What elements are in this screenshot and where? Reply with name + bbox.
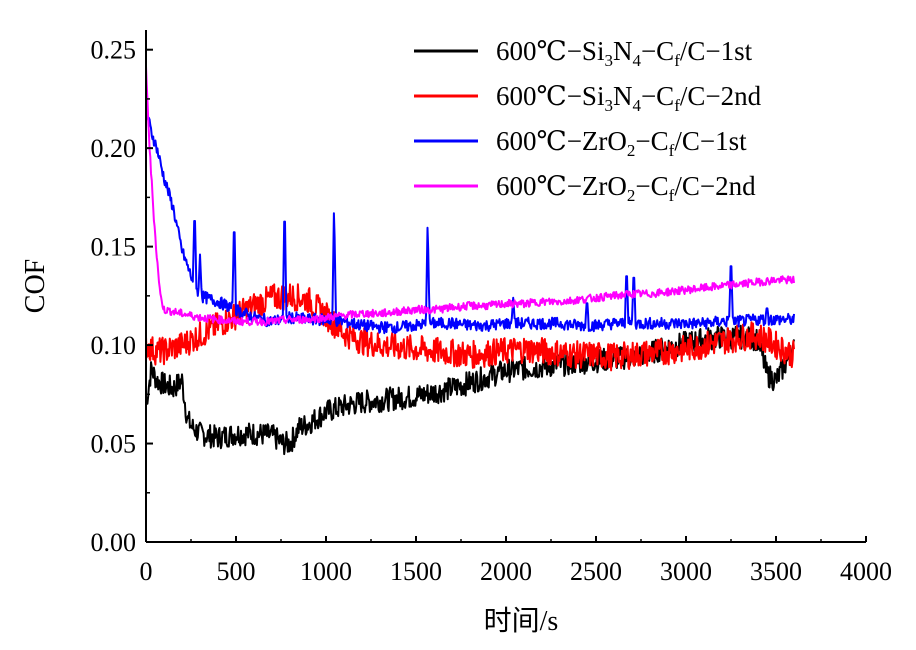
y-tick-label: 0.20: [91, 134, 137, 163]
x-tick-label: 1000: [300, 557, 352, 586]
legend-label: 600℃−Si3N4−Cf/C−1st: [496, 36, 753, 70]
legend-label: 600℃−Si3N4−Cf/C−2nd: [496, 81, 762, 115]
series-line-3: [145, 106, 795, 335]
x-axis-title: 时间/s: [484, 605, 559, 637]
x-tick-label: 4000: [840, 557, 892, 586]
y-tick-labels: 0.00 0.05 0.10 0.15 0.20 0.25: [91, 36, 137, 557]
y-tick-label: 0.05: [91, 430, 137, 459]
x-tick-labels: 0 500 1000 1500 2000 2500 3000 3500 4000: [140, 557, 893, 586]
x-tick-label: 0: [140, 557, 153, 586]
series-line-4: [145, 66, 795, 327]
legend-label: 600℃−ZrO2−Cf/C−1st: [496, 126, 747, 160]
y-tick-label: 0.00: [91, 528, 137, 557]
x-tick-label: 3000: [660, 557, 712, 586]
y-axis-title: COF: [20, 259, 51, 313]
x-tick-label: 3500: [750, 557, 802, 586]
x-tick-label: 1500: [390, 557, 442, 586]
y-tick-label: 0.15: [91, 233, 137, 262]
series-line-2: [145, 283, 795, 372]
legend-item-1: 600℃−Si3N4−Cf/C−1st: [414, 36, 753, 70]
legend-item-3: 600℃−ZrO2−Cf/C−1st: [414, 126, 747, 160]
legend-item-4: 600℃−ZrO2−Cf/C−2nd: [414, 171, 756, 205]
legend-label: 600℃−ZrO2−Cf/C−2nd: [496, 171, 756, 205]
series-layer: [145, 66, 795, 456]
x-tick-label: 2500: [570, 557, 622, 586]
x-tick-label: 500: [217, 557, 256, 586]
series-line-1: [145, 324, 795, 456]
x-tick-label: 2000: [480, 557, 532, 586]
legend: 600℃−Si3N4−Cf/C−1st 600℃−Si3N4−Cf/C−2nd 60…: [414, 36, 762, 205]
y-tick-label: 0.25: [91, 36, 137, 65]
legend-item-2: 600℃−Si3N4−Cf/C−2nd: [414, 81, 762, 115]
y-tick-label: 0.10: [91, 331, 137, 360]
tick-marks: [145, 48, 867, 543]
